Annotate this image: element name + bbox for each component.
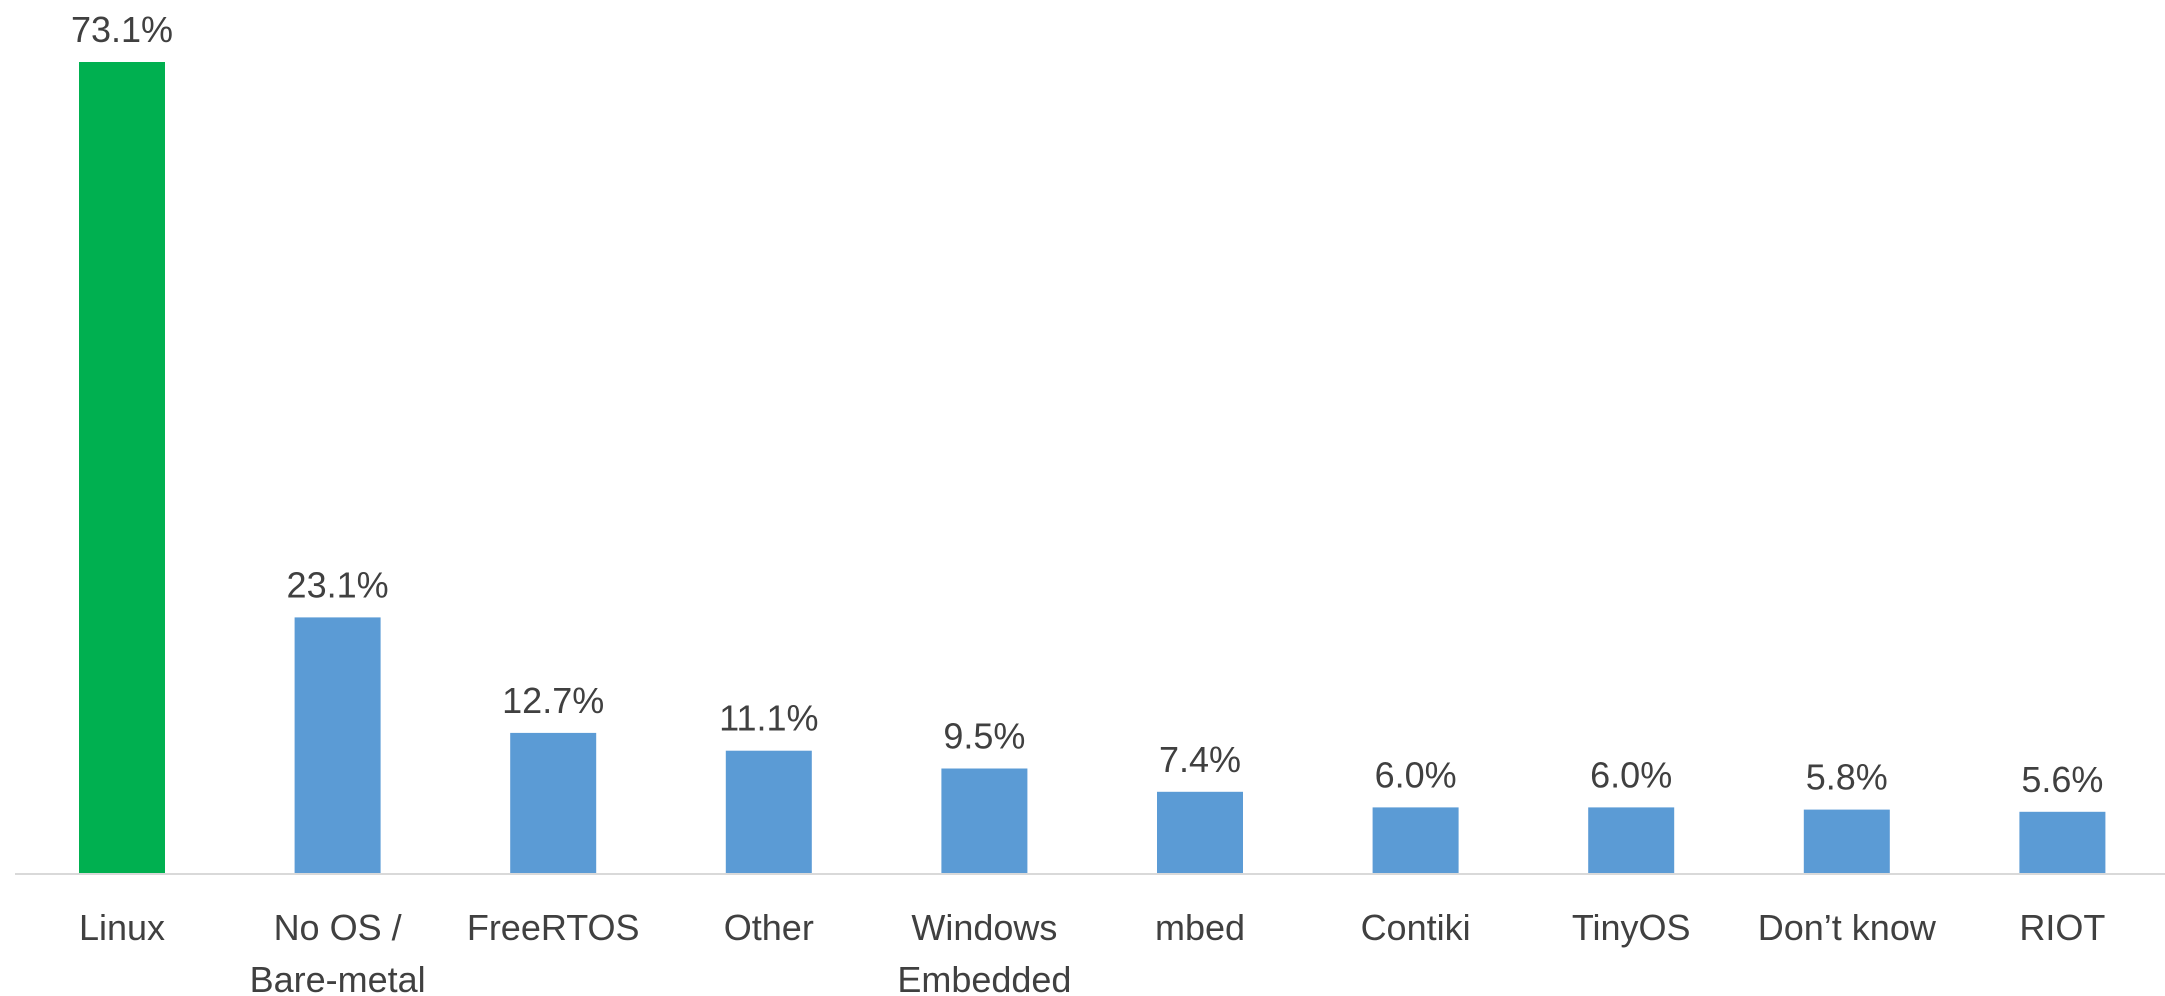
bar bbox=[1588, 807, 1675, 874]
category-label-line: Bare-metal bbox=[250, 959, 426, 996]
bar bbox=[1372, 807, 1459, 874]
category-label-line: TinyOS bbox=[1572, 907, 1691, 948]
category-label-line: Embedded bbox=[897, 959, 1071, 996]
bar-value-label: 12.7% bbox=[502, 680, 604, 721]
category-label-line: FreeRTOS bbox=[467, 907, 640, 948]
bar-value-label: 5.8% bbox=[1806, 757, 1888, 798]
value-labels-group: 73.1% 23.1% 12.7% 11.1% 9.5% 7.4% 6.0% 6.0% 5.8%… bbox=[71, 9, 2103, 800]
category-label-line: Don’t know bbox=[1758, 907, 1937, 948]
category-label-line: Other bbox=[724, 907, 814, 948]
bar-value-label: 11.1% bbox=[719, 698, 818, 739]
category-labels-group: Linux No OS / Bare-metal FreeRTOS Other Windo… bbox=[79, 907, 2105, 996]
category-label: Linux bbox=[79, 907, 165, 948]
category-label-line: No OS / bbox=[274, 907, 402, 948]
bar-value-label: 5.6% bbox=[2021, 759, 2103, 800]
bar-value-label: 23.1% bbox=[287, 564, 389, 605]
bar-value-label: 73.1% bbox=[71, 9, 173, 50]
category-label: RIOT bbox=[2019, 907, 2105, 948]
category-label: Contiki bbox=[1361, 907, 1471, 948]
bar bbox=[725, 750, 812, 874]
category-label-line: Linux bbox=[79, 907, 165, 948]
category-label: Other bbox=[724, 907, 814, 948]
category-label: FreeRTOS bbox=[467, 907, 640, 948]
bar bbox=[2019, 811, 2106, 874]
bars-group bbox=[79, 62, 2106, 874]
category-label-line: RIOT bbox=[2019, 907, 2105, 948]
bar bbox=[1803, 809, 1890, 874]
category-label-line: Contiki bbox=[1361, 907, 1471, 948]
bar bbox=[510, 732, 597, 874]
category-label: TinyOS bbox=[1572, 907, 1691, 948]
category-label-line: Windows bbox=[911, 907, 1057, 948]
bar bbox=[941, 768, 1028, 874]
bar bbox=[79, 62, 165, 874]
category-label: mbed bbox=[1155, 907, 1245, 948]
category-label: No OS / Bare-metal bbox=[250, 907, 426, 996]
category-label-line: mbed bbox=[1155, 907, 1245, 948]
category-label: Don’t know bbox=[1758, 907, 1937, 948]
bar-value-label: 7.4% bbox=[1159, 739, 1241, 780]
bar-value-label: 6.0% bbox=[1590, 754, 1672, 795]
bar-value-label: 6.0% bbox=[1375, 754, 1457, 795]
bar bbox=[294, 617, 381, 874]
category-label: Windows Embedded bbox=[897, 907, 1071, 996]
bar bbox=[1157, 791, 1243, 874]
bar-value-label: 9.5% bbox=[943, 716, 1025, 757]
